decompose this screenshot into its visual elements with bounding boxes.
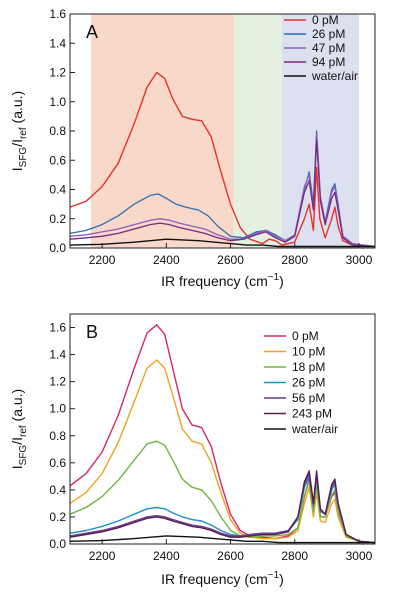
panel-a: 0.0 0.2 0.4 0.6 0.8 1.0 1.2 1.4 1.6 2200 2400 2600 2… (9, 7, 376, 289)
x-axis-label: IR frequency (cm−1) (161, 272, 284, 289)
plot-frame (69, 313, 376, 545)
legend-label: water/air (311, 69, 358, 83)
y-axis-label: ISFG/Iref (a.u.) (9, 91, 29, 171)
y-tick-label: 0.4 (49, 483, 66, 497)
legend-label: 243 pM (292, 407, 332, 421)
x-tick-label: 2400 (153, 549, 180, 563)
x-axis-label: IR frequency (cm−1) (161, 570, 284, 587)
panel-label: B (86, 322, 98, 342)
series-line-94-pm (69, 139, 376, 248)
legend-label: 26 pM (292, 376, 325, 390)
y-tick-label: 0.0 (49, 241, 66, 255)
x-tick-label: 3000 (346, 253, 373, 267)
legend-label: 10 pM (292, 345, 325, 359)
y-tick-label: 1.0 (49, 95, 66, 109)
y-tick-label: 0.8 (49, 124, 66, 138)
series-line-water-air (69, 238, 375, 248)
label-part: ) (279, 273, 284, 289)
panel-b: 0.0 0.2 0.4 0.6 0.8 1.0 1.2 1.4 1.6 2200 2400 2600 2… (9, 313, 376, 587)
label-part: ref (18, 127, 29, 139)
label-part: I (9, 465, 25, 469)
legend-label: 26 pM (312, 27, 345, 41)
shaded-region-1 (90, 14, 234, 248)
x-tick-label: 2800 (281, 253, 308, 267)
y-tick-label: 1.6 (49, 7, 66, 21)
y-tick-label: 0.4 (49, 183, 66, 197)
label-part: SFG (18, 147, 29, 168)
legend-label: water/air (291, 422, 338, 436)
x-tick-label: 2200 (89, 549, 116, 563)
series-line-56-pm (69, 472, 376, 544)
x-tick-label: 2200 (89, 253, 116, 267)
series-line-0-pm (69, 71, 376, 248)
label-part: SFG (18, 445, 29, 466)
series-line-10-pm (69, 359, 376, 544)
legend-label: 56 pM (292, 391, 325, 405)
x-tick-label: 3000 (346, 549, 373, 563)
legend-label: 18 pM (292, 360, 325, 374)
y-tick-label: 0.0 (49, 537, 66, 551)
shaded-region-2 (233, 14, 282, 248)
label-part: (a.u.) (9, 389, 25, 426)
label-part: (a.u.) (9, 91, 25, 128)
x-tick-label: 2600 (217, 549, 244, 563)
y-tick-label: 0.6 (49, 153, 66, 167)
legend-label: 94 pM (312, 55, 345, 69)
label-part: I (9, 167, 25, 171)
series-line-243-pm (69, 470, 376, 544)
panel-label: A (86, 22, 98, 42)
legend-label: 0 pM (312, 13, 339, 27)
series-line-18-pm (69, 440, 376, 544)
y-tick-label: 0.6 (49, 456, 66, 470)
y-tick-label: 1.2 (49, 375, 66, 389)
y-tick-label: 1.4 (49, 36, 66, 50)
series-line-water-air (69, 535, 375, 544)
y-tick-label: 1.4 (49, 348, 66, 362)
label-part: ref (18, 425, 29, 437)
y-tick-label: 0.2 (49, 212, 66, 226)
x-tick-label: 2600 (217, 253, 244, 267)
label-part: IR frequency (cm (161, 273, 268, 289)
label-part: /I (9, 437, 25, 445)
y-tick-label: 1.0 (49, 402, 66, 416)
label-part: −1 (268, 570, 280, 581)
label-part: −1 (268, 272, 280, 283)
shaded-region-3 (281, 14, 359, 248)
y-axis-label: ISFG/Iref (a.u.) (9, 389, 29, 469)
y-tick-label: 1.2 (49, 66, 66, 80)
y-tick-label: 0.8 (49, 429, 66, 443)
label-part: ) (279, 571, 284, 587)
legend-label: 0 pM (292, 329, 319, 343)
label-part: /I (9, 139, 25, 147)
x-tick-label: 2800 (281, 549, 308, 563)
series-line-47-pm (69, 133, 376, 248)
legend-label: 47 pM (312, 41, 345, 55)
label-part: IR frequency (cm (161, 571, 268, 587)
x-tick-label: 2400 (153, 253, 180, 267)
y-tick-label: 0.2 (49, 510, 66, 524)
y-tick-label: 1.6 (49, 321, 66, 335)
